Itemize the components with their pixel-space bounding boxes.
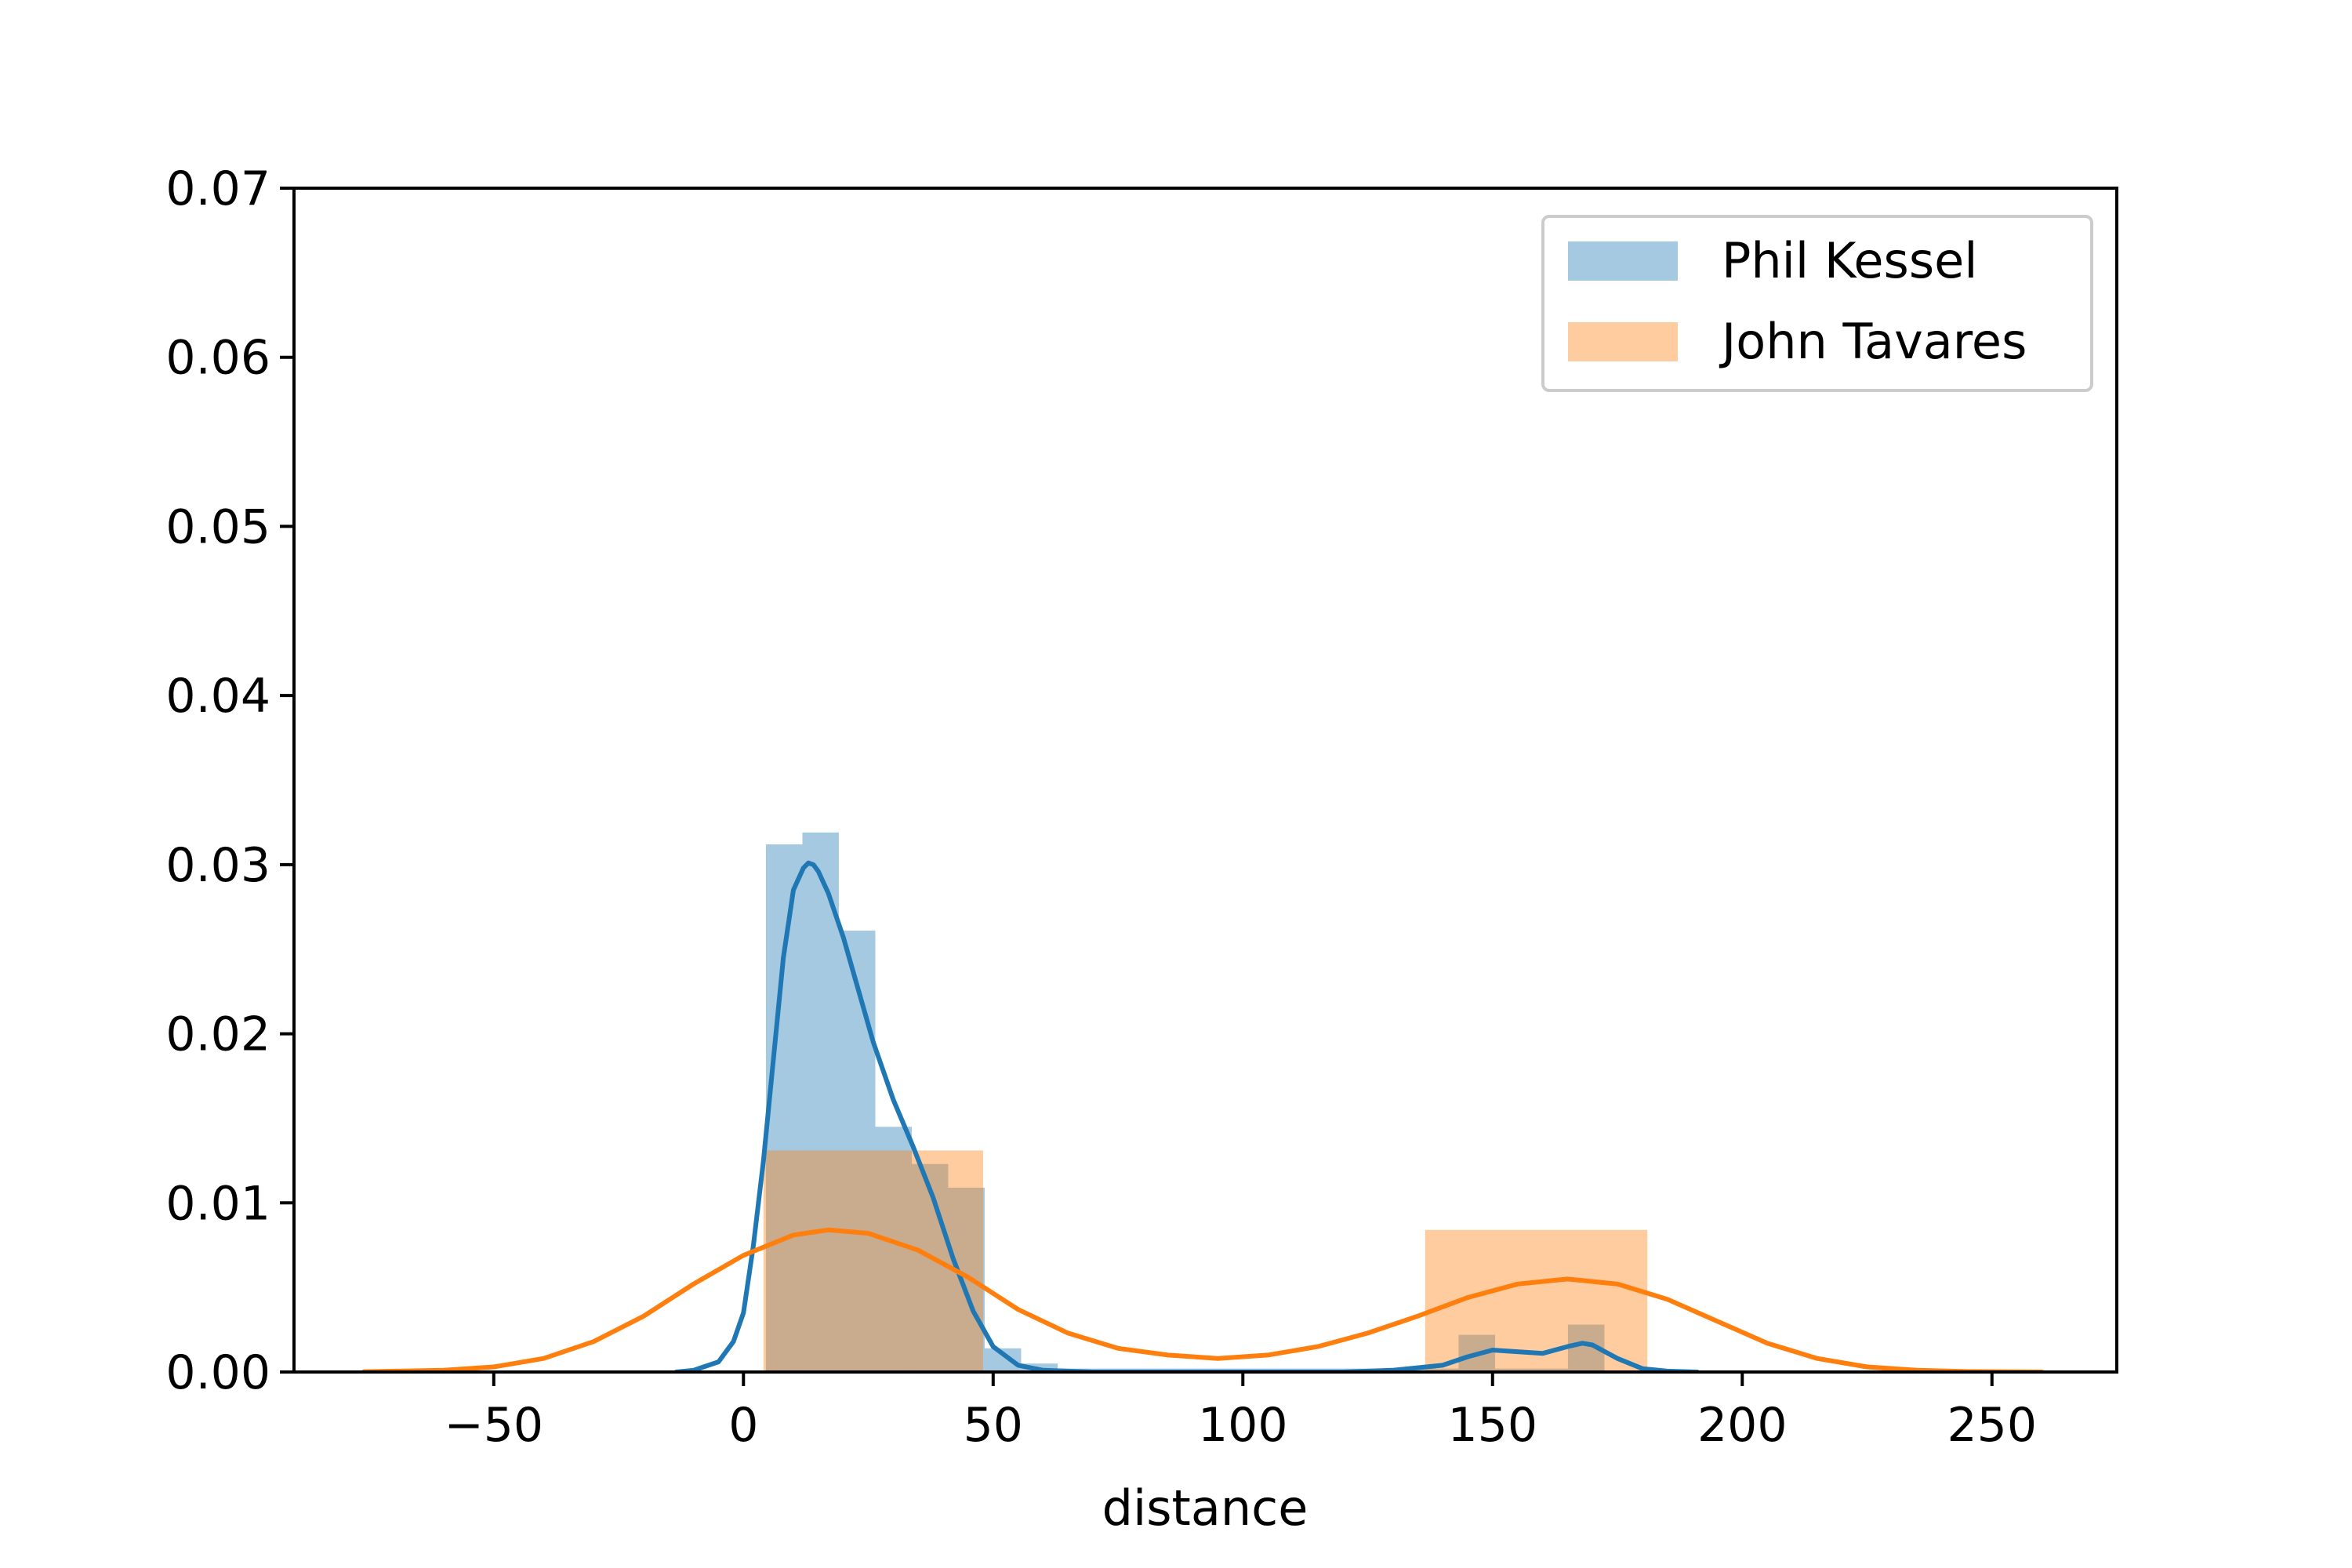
- x-axis-ticks: −50 0 50 100 150 200 250: [444, 1372, 2037, 1453]
- y-axis-ticks: 0.00 0.01 0.02 0.03 0.04 0.05 0.06 0.07: [165, 162, 294, 1400]
- legend: Phil Kessel John Tavares: [1541, 215, 2093, 392]
- x-tick-label: 150: [1448, 1398, 1538, 1453]
- y-tick-label: 0.07: [165, 162, 270, 216]
- hist-bar-series-1-bin-0: [763, 1150, 984, 1372]
- x-tick-label: 0: [728, 1398, 758, 1453]
- hist-bar-series-0-bin-20: [1494, 1368, 1532, 1372]
- plot-frame: [292, 187, 2118, 1374]
- legend-label-john-tavares: John Tavares: [1719, 313, 2027, 370]
- y-tick-label: 0.06: [165, 331, 270, 386]
- hist-bar-series-0-bin-5: [948, 1187, 985, 1372]
- legend-swatch-john-tavares: [1568, 322, 1678, 361]
- hist-bar-series-0-bin-0: [765, 844, 803, 1372]
- legend-label-phil-kessel: Phil Kessel: [1722, 232, 1978, 289]
- x-tick-label: 100: [1198, 1398, 1288, 1453]
- legend-box: [1541, 215, 2093, 392]
- hist-bar-series-0-bin-4: [911, 1163, 949, 1372]
- y-tick-label: 0.03: [165, 838, 270, 893]
- y-tick-label: 0.01: [165, 1176, 270, 1231]
- kde-line-series-0: [673, 860, 1700, 1372]
- x-tick-label: 50: [964, 1398, 1023, 1453]
- hist-bar-series-0-bin-18: [1421, 1368, 1459, 1372]
- hist-bar-series-0-bin-3: [875, 1127, 912, 1372]
- y-tick-label: 0.05: [165, 499, 270, 554]
- hist-bar-series-0-bin-2: [838, 930, 876, 1372]
- y-tick-label: 0.04: [165, 669, 270, 724]
- x-tick-label: 200: [1697, 1398, 1788, 1453]
- hist-bar-series-0-bin-21: [1531, 1368, 1568, 1372]
- kde-curves: [361, 860, 2045, 1372]
- x-tick-label: −50: [444, 1398, 543, 1453]
- y-tick-label: 0.00: [165, 1345, 270, 1400]
- hist-bar-series-0-bin-1: [802, 832, 839, 1372]
- legend-swatch-phil-kessel: [1568, 241, 1678, 281]
- x-axis-title: distance: [1102, 1479, 1308, 1537]
- x-tick-label: 250: [1947, 1398, 2037, 1453]
- kde-line-series-1: [361, 1227, 2045, 1372]
- y-tick-label: 0.02: [165, 1007, 270, 1062]
